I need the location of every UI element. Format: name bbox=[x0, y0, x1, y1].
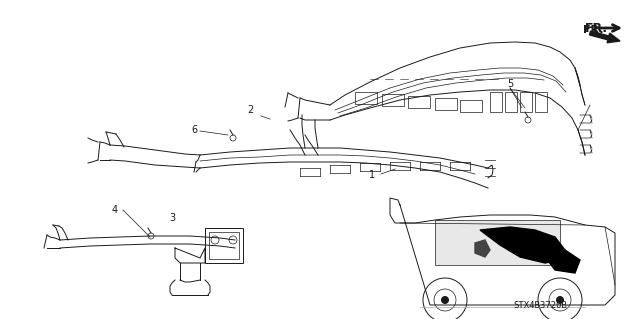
Bar bbox=[520, 92, 532, 112]
Text: FR.: FR. bbox=[583, 25, 604, 35]
Text: STX4B3720B: STX4B3720B bbox=[513, 300, 567, 309]
Bar bbox=[460, 100, 482, 112]
Text: FR.: FR. bbox=[585, 21, 608, 34]
Bar bbox=[505, 92, 517, 112]
Text: 2: 2 bbox=[247, 105, 253, 115]
Text: 6: 6 bbox=[191, 125, 197, 135]
Bar bbox=[355, 92, 377, 104]
Bar bbox=[435, 220, 560, 265]
Bar bbox=[535, 92, 547, 112]
Polygon shape bbox=[475, 240, 490, 257]
Bar bbox=[435, 98, 457, 110]
Bar bbox=[382, 94, 404, 106]
Bar bbox=[408, 96, 430, 108]
Bar bbox=[209, 232, 239, 259]
Bar bbox=[490, 92, 502, 112]
Text: 5: 5 bbox=[507, 79, 513, 89]
Text: 3: 3 bbox=[169, 213, 175, 223]
Text: 4: 4 bbox=[112, 205, 118, 215]
Bar bbox=[205, 228, 243, 263]
Polygon shape bbox=[480, 227, 565, 263]
FancyArrow shape bbox=[589, 31, 620, 43]
Circle shape bbox=[557, 297, 563, 303]
Polygon shape bbox=[540, 250, 580, 273]
Text: 1: 1 bbox=[369, 170, 375, 180]
Circle shape bbox=[442, 297, 448, 303]
